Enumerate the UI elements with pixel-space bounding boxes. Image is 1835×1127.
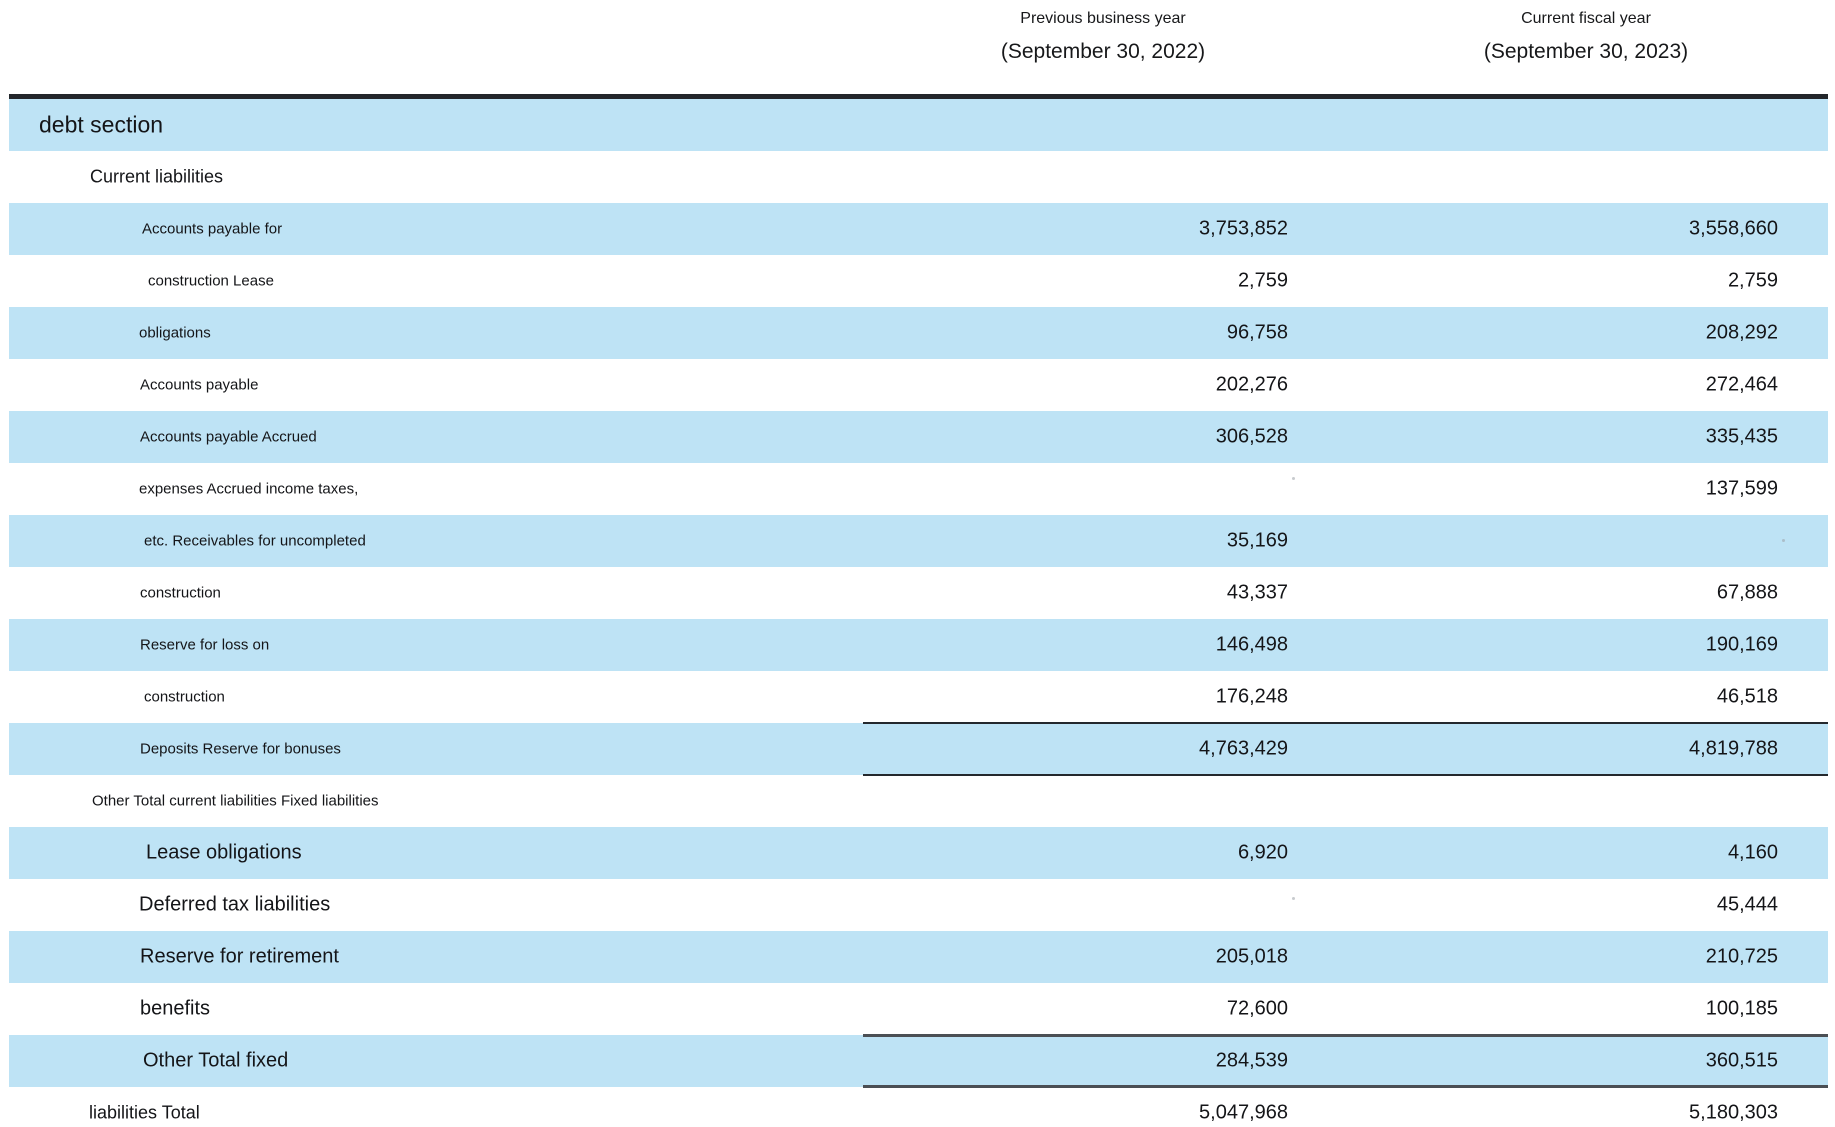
curr-year-value: 5,180,303 (1689, 1101, 1778, 1124)
row-label: Accounts payable for (142, 220, 283, 238)
curr-year-value: 137,599 (1705, 477, 1778, 500)
table-row: Lease obligations 6,920 4,160 (9, 827, 1828, 879)
row-label: liabilities Total (89, 1102, 200, 1123)
prev-year-value: 5,047,968 (1199, 1101, 1288, 1124)
prev-year-value: 6,920 (1237, 841, 1288, 864)
curr-year-value: 208,292 (1705, 321, 1778, 344)
table-row: debt section (9, 99, 1828, 151)
prev-year-value: 96,758 (1226, 321, 1288, 344)
table-row: benefits 72,600 100,185 (9, 983, 1828, 1035)
liabilities-table: debt section Current liabilities Accounts … (9, 94, 1828, 1127)
table-row: construction 43,337 67,888 (9, 567, 1828, 619)
row-label: Accounts payable Accrued (140, 428, 317, 446)
table-row: construction 176,248 46,518 (9, 671, 1828, 723)
curr-year-value: 4,160 (1727, 841, 1778, 864)
subtotal-rule (863, 774, 1828, 776)
table-row: etc. Receivables for uncompleted 35,169 (9, 515, 1828, 567)
curr-year-value: 45,444 (1716, 893, 1778, 916)
row-label: etc. Receivables for uncompleted (144, 532, 366, 550)
table-row: Other Total current liabilities Fixed li… (9, 775, 1828, 827)
table-row: Accounts payable 202,276 272,464 (9, 359, 1828, 411)
curr-year-value: 100,185 (1705, 997, 1778, 1020)
row-label: Other Total current liabilities Fixed li… (92, 792, 379, 810)
subtotal-rule (863, 1085, 1828, 1088)
prev-year-value: 202,276 (1215, 373, 1288, 396)
table-row: Deposits Reserve for bonuses 4,763,429 4,8… (9, 722, 1828, 776)
row-label: Deposits Reserve for bonuses (140, 740, 341, 758)
row-label: obligations (139, 324, 211, 342)
curr-year-value: 3,558,660 (1689, 217, 1778, 240)
current-year-caption: Current fiscal year (1521, 10, 1651, 27)
subtotal-rule (863, 722, 1828, 724)
table-row: Accounts payable Accrued 306,528 335,435 (9, 411, 1828, 463)
curr-year-value: 190,169 (1705, 633, 1778, 656)
curr-year-value: 67,888 (1716, 581, 1778, 604)
table-row: Other Total fixed 284,539 360,515 (9, 1034, 1828, 1088)
prev-year-value: 43,337 (1226, 581, 1288, 604)
row-label: Current liabilities (90, 166, 224, 187)
row-label: construction (144, 688, 225, 706)
row-label: Deferred tax liabilities (139, 893, 331, 916)
table-row: expenses Accrued income taxes, 137,599 (9, 463, 1828, 515)
row-label: Reserve for retirement (140, 945, 339, 968)
curr-year-value: 46,518 (1716, 685, 1778, 708)
row-label: Accounts payable (140, 376, 259, 394)
prev-year-value: 146,498 (1215, 633, 1288, 656)
table-row: liabilities Total 5,047,968 5,180,303 (9, 1087, 1828, 1127)
prev-year-value: 72,600 (1226, 997, 1288, 1020)
prev-year-value: 176,248 (1215, 685, 1288, 708)
prev-year-value: 35,169 (1226, 529, 1288, 552)
table-row: Reserve for loss on 146,498 190,169 (9, 619, 1828, 671)
empty-cell-dot (1292, 477, 1295, 480)
row-label: construction (140, 584, 221, 602)
table-row: Reserve for retirement 205,018 210,725 (9, 931, 1828, 983)
current-year-date: (September 30, 2023) (1483, 40, 1689, 63)
row-label: Lease obligations (146, 841, 302, 864)
row-label: construction Lease (148, 272, 274, 290)
curr-year-value: 210,725 (1705, 945, 1778, 968)
curr-year-value: 360,515 (1705, 1049, 1778, 1072)
subtotal-rule (863, 1034, 1828, 1037)
row-label: Reserve for loss on (140, 636, 270, 654)
row-label: debt section (39, 111, 164, 138)
table-row: Deferred tax liabilities 45,444 (9, 879, 1828, 931)
column-header-current-year: Current fiscal year (September 30, 2023) (1366, 0, 1806, 66)
table-row: obligations 96,758 208,292 (9, 307, 1828, 359)
column-header-previous-year: Previous business year (September 30, 20… (883, 0, 1323, 66)
empty-cell-dot (1292, 897, 1295, 900)
empty-cell-dot (1782, 539, 1785, 542)
row-label: benefits (140, 997, 211, 1020)
prev-year-value: 205,018 (1215, 945, 1288, 968)
curr-year-value: 4,819,788 (1689, 737, 1778, 760)
row-label: Other Total fixed (143, 1049, 289, 1072)
table-row: Accounts payable for 3,753,852 3,558,660 (9, 203, 1828, 255)
row-label: expenses Accrued income taxes, (139, 480, 359, 498)
prev-year-value: 3,753,852 (1199, 217, 1288, 240)
curr-year-value: 335,435 (1705, 425, 1778, 448)
previous-year-caption: Previous business year (1020, 10, 1186, 27)
prev-year-value: 306,528 (1215, 425, 1288, 448)
previous-year-date: (September 30, 2022) (1000, 40, 1206, 63)
table-row: Current liabilities (9, 151, 1828, 203)
prev-year-value: 2,759 (1237, 269, 1288, 292)
prev-year-value: 284,539 (1215, 1049, 1288, 1072)
table-row: construction Lease 2,759 2,759 (9, 255, 1828, 307)
prev-year-value: 4,763,429 (1199, 737, 1288, 760)
curr-year-value: 272,464 (1705, 373, 1778, 396)
curr-year-value: 2,759 (1727, 269, 1778, 292)
